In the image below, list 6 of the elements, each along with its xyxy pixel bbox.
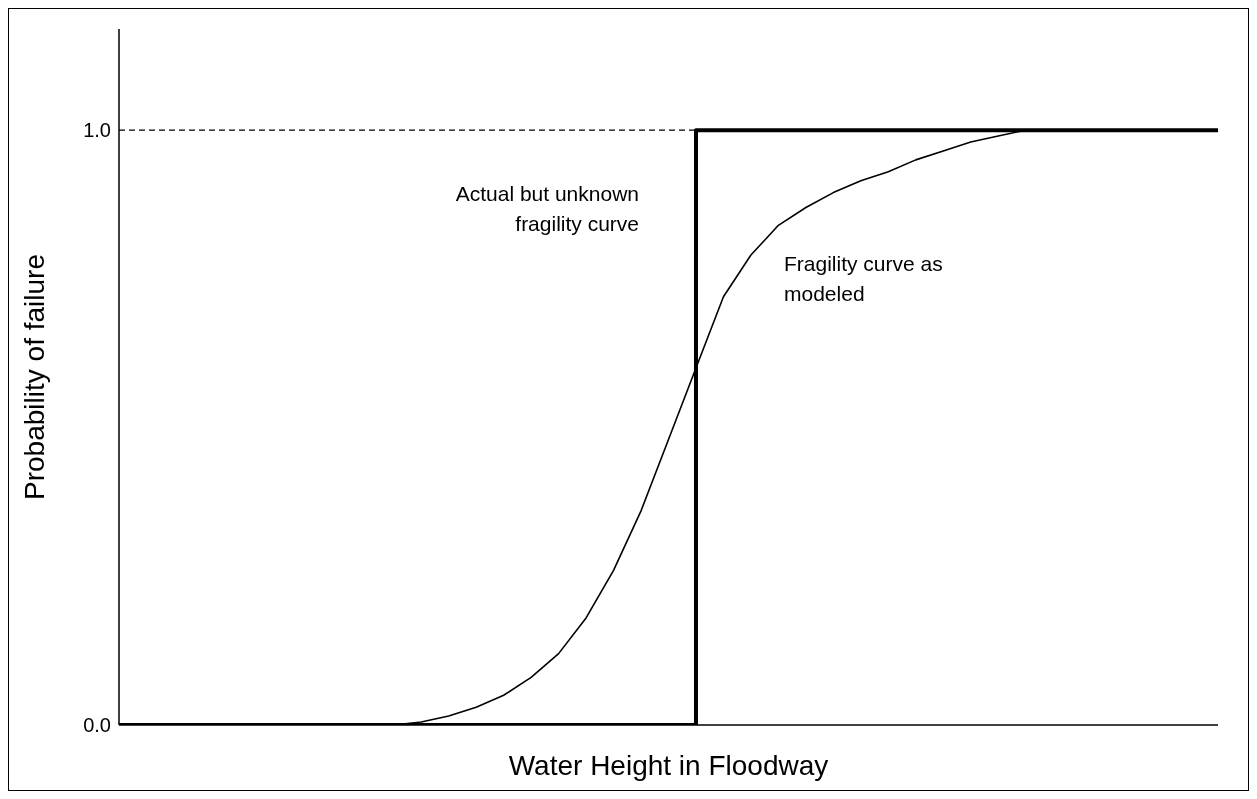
annotation: Fragility curve as modeled bbox=[784, 251, 944, 307]
y-tick-label: 0.0 bbox=[83, 714, 111, 737]
y-tick-label: 1.0 bbox=[83, 119, 111, 142]
x-axis-title: Water Height in Floodway bbox=[508, 750, 829, 781]
y-axis-title: Probability of failure bbox=[18, 254, 50, 500]
annotation: Actual but unknown fragility curve bbox=[454, 181, 639, 237]
